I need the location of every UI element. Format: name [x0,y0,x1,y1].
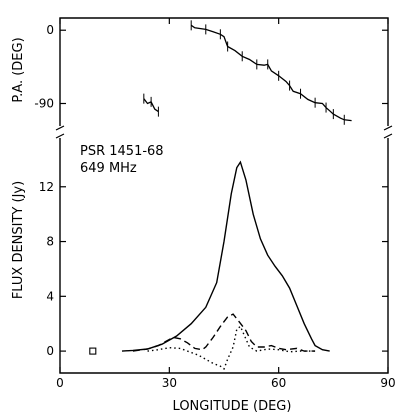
pa-y-tick-label: 0 [46,23,54,37]
pa-ylabel: P.A. (DEG) [11,37,26,102]
right-axis-break [383,125,393,139]
pa-series-2-line [190,24,352,122]
flux-series-dashed-line [132,313,316,352]
flux-ylabel: FLUX DENSITY (Jy) [11,181,26,299]
flux-y-tick-label: 8 [46,235,54,249]
pa-panel-frame [59,17,389,126]
x-tick-label: 90 [380,376,395,390]
x-tick-label: 0 [56,376,64,390]
annotation-psr: PSR 1451-68 [80,144,164,159]
left-axis-break [55,125,65,139]
x-tick-label: 60 [271,376,286,390]
pa-y-tick-label: -90 [34,97,54,111]
x-axis-label: LONGITUDE (DEG) [173,399,292,414]
flux-panel-frame [59,138,389,374]
annotation-frequency: 649 MHz [80,161,137,176]
flux-series-dotted-line [147,325,316,371]
baseline-marker-square [89,347,97,355]
flux-y-tick-label: 0 [46,344,54,358]
flux-series-solid-line [121,160,330,352]
flux-y-tick-label: 12 [39,180,54,194]
x-tick-label: 30 [162,376,177,390]
flux-y-tick-label: 4 [46,289,54,303]
